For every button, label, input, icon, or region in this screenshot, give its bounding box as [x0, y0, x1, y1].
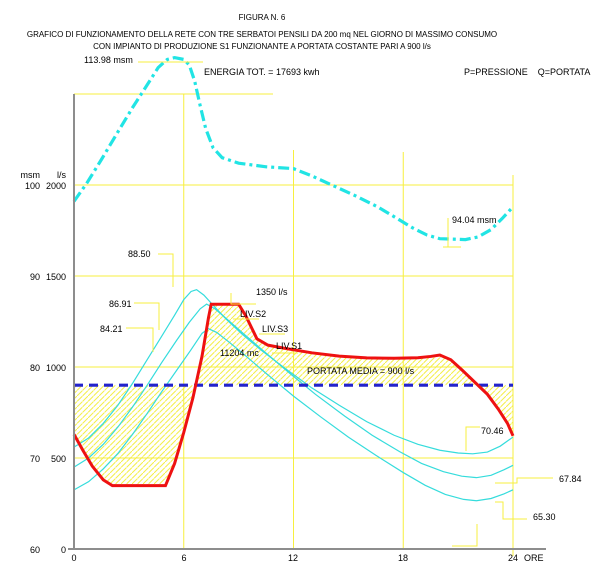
axis-header-msm: msm: [20, 170, 41, 180]
legend-label: P=PRESSIONE Q=PORTATA: [464, 67, 591, 77]
figure-caption: FIGURA N. 6: [238, 13, 286, 22]
q-max-label: 1350 l/s: [256, 287, 288, 297]
mean-flow-label: PORTATA MEDIA = 900 l/s: [307, 366, 415, 376]
liv-s1-label: LIV.S1: [276, 341, 303, 351]
msm-tick-100: 100: [24, 181, 40, 191]
s2-max-label: 88.50: [128, 249, 151, 259]
s1-min-label: 65.30: [533, 512, 556, 522]
axis-header-ls: l/s: [57, 170, 66, 180]
s2-min-label: 70.46: [481, 426, 504, 436]
figure-title-line1: GRAFICO DI FUNZIONAMENTO DELLA RETE CON …: [26, 30, 498, 39]
ls-tick-1000: 1000: [45, 363, 66, 373]
s1-max-label: 84.21: [100, 324, 123, 334]
msm-tick-70: 70: [29, 454, 40, 464]
liv-s3-label: LIV.S3: [262, 324, 289, 334]
pressure-min-label: 94.04 msm: [452, 215, 497, 225]
x-tick-12: 12: [287, 553, 298, 563]
liv-s2-label: LIV.S2: [240, 309, 267, 319]
pressure-max-label: 113.98 msm: [84, 55, 133, 65]
x-tick-6: 6: [181, 553, 187, 563]
s3-min-label: 67.84: [559, 474, 582, 484]
energy-total-label: ENERGIA TOT. = 17693 kwh: [204, 67, 320, 77]
figure-title-line2: CON IMPIANTO DI PRODUZIONE S1 FUNZIONANT…: [93, 42, 431, 51]
ls-tick-2000: 2000: [45, 181, 66, 191]
msm-tick-80: 80: [29, 363, 40, 373]
ls-tick-500: 500: [50, 454, 66, 464]
ls-tick-1500: 1500: [45, 272, 66, 282]
x-unit-label: ORE: [524, 553, 544, 563]
x-tick-24: 24: [507, 553, 518, 563]
msm-tick-90: 90: [29, 272, 40, 282]
msm-tick-60: 60: [29, 545, 40, 555]
volume-label: 11204 mc: [220, 348, 259, 358]
x-tick-18: 18: [397, 553, 408, 563]
x-tick-0: 0: [71, 553, 77, 563]
ls-tick-0: 0: [60, 545, 66, 555]
s3-max-label: 86.91: [109, 299, 132, 309]
